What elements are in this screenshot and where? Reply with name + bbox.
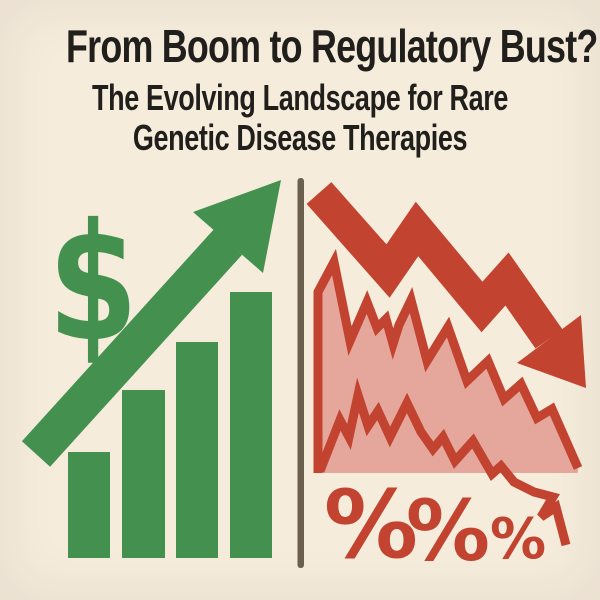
bar-2 bbox=[122, 390, 165, 558]
subtitle-line-1: The Evolving Landscape for Rare bbox=[92, 76, 508, 118]
page-title: From Boom to Regulatory Bust? bbox=[66, 20, 598, 72]
lightning-decline-line bbox=[315, 377, 571, 547]
bar-3 bbox=[176, 342, 218, 558]
divider-line bbox=[297, 178, 304, 568]
page-subtitle: The Evolving Landscape for Rare Genetic … bbox=[0, 76, 600, 159]
rising-arrow-icon bbox=[21, 180, 281, 467]
percent-signs: % % % bbox=[324, 471, 546, 580]
title-block: From Boom to Regulatory Bust? The Evolvi… bbox=[0, 0, 600, 159]
bar-4 bbox=[230, 292, 272, 558]
subtitle-line-2: Genetic Disease Therapies bbox=[132, 117, 468, 159]
mountain-outline bbox=[313, 248, 583, 473]
ascending-bar-chart-icon bbox=[68, 292, 272, 558]
falling-zigzag-arrow-icon bbox=[306, 182, 586, 388]
percent-sign-2: % bbox=[406, 482, 490, 580]
decline-illustration: % % % bbox=[306, 182, 586, 580]
growth-illustration: $ bbox=[21, 180, 281, 558]
bar-1 bbox=[68, 452, 110, 558]
percent-sign-3: % bbox=[490, 507, 546, 572]
percent-sign-1: % bbox=[324, 471, 418, 580]
